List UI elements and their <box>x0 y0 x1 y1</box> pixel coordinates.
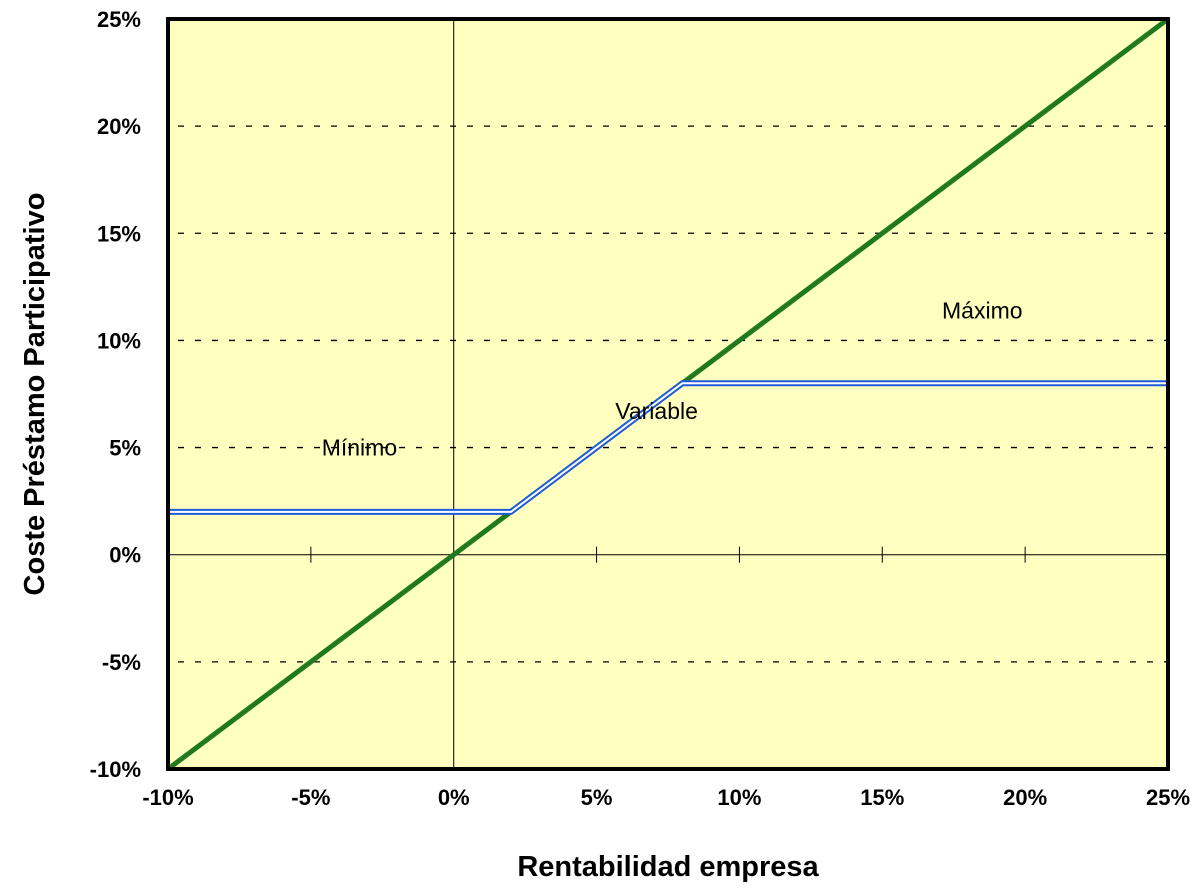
x-tick-label: 10% <box>717 785 761 810</box>
y-axis-title: Coste Préstamo Participativo <box>19 193 51 596</box>
y-tick-label: -10% <box>90 757 141 782</box>
series-group <box>166 17 1170 771</box>
gridlines <box>168 125 1168 663</box>
annotation: Máximo <box>942 297 1023 323</box>
x-tick-labels: -10% -5% 0% 5% 10% 15% 20% 25% <box>142 785 1190 810</box>
annotation: Mínimo <box>322 435 397 461</box>
zero-axes <box>168 19 1168 769</box>
y-tick-label: -5% <box>102 650 141 675</box>
y-tick-label: 0% <box>109 543 141 568</box>
y-tick-labels: -10% -5% 0% 5% 10% 15% 20% 25% <box>90 7 141 782</box>
x-tick-label: 15% <box>860 785 904 810</box>
y-tick-label: 25% <box>97 7 141 32</box>
plot-frame <box>166 17 1170 771</box>
x-axis-title: Rentabilidad empresa <box>517 851 819 883</box>
x-tick-label: -10% <box>142 785 193 810</box>
x-tick-label: 5% <box>581 785 613 810</box>
annotations: Mínimo Variable Máximo <box>322 297 1023 460</box>
x-tick-label: -5% <box>291 785 330 810</box>
y-tick-label: 15% <box>97 221 141 246</box>
x-tick-label: 20% <box>1003 785 1047 810</box>
y-tick-label: 5% <box>109 436 141 461</box>
annotation: Variable <box>615 398 698 424</box>
y-tick-label: 10% <box>97 328 141 353</box>
x-tick-label: 25% <box>1146 785 1190 810</box>
x-tick-label: 0% <box>438 785 470 810</box>
series-line <box>168 382 1168 513</box>
y-tick-label: 20% <box>97 114 141 139</box>
